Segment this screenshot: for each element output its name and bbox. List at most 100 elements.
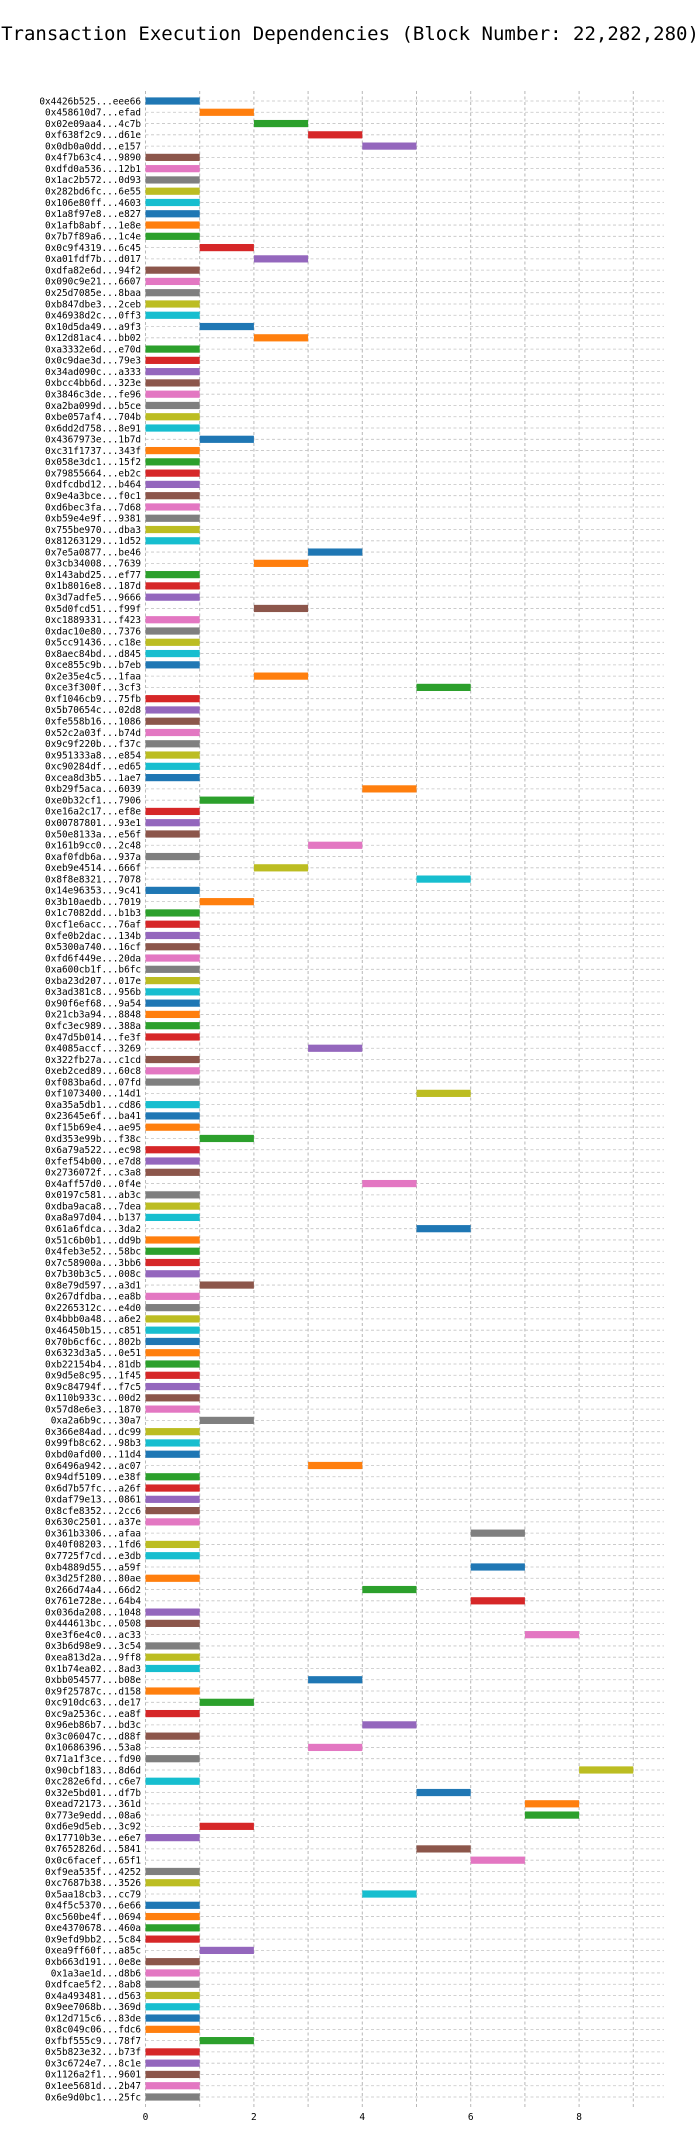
tx-bar xyxy=(308,1461,363,1470)
tx-bar xyxy=(253,672,309,680)
tx-label: 0x4f7b63c4...9890 xyxy=(45,153,141,164)
tx-bar xyxy=(145,2082,200,2090)
tx-label: 0x23645e6f...ba41 xyxy=(45,1111,141,1122)
tx-bar xyxy=(362,1721,417,1729)
tx-label: 0xf1046cb9...75fb xyxy=(45,694,141,705)
tx-bar xyxy=(416,1788,471,1797)
tx-label: 0xf638f2c9...d61e xyxy=(45,130,141,141)
tx-label: 0xa3332e6d...e70d xyxy=(45,344,141,355)
tx-label: 0xf083ba6d...07fd xyxy=(45,1077,141,1088)
tx-bar xyxy=(145,1292,200,1300)
tx-bar xyxy=(199,108,254,116)
tx-bar xyxy=(145,1879,200,1887)
tx-bar xyxy=(470,1856,525,1864)
tx-label: 0x361b3306...afaa xyxy=(45,1528,141,1539)
tx-bar xyxy=(145,1033,200,1041)
tx-bar xyxy=(416,683,471,691)
tx-bar xyxy=(145,1315,200,1323)
tx-label: 0x32e5bd01...df7b xyxy=(45,1788,141,1799)
tx-bar xyxy=(145,1101,200,1109)
tx-label: 0x90cbf183...8d6d xyxy=(45,1765,141,1776)
tx-bar xyxy=(145,1349,200,1357)
tx-label: 0x1126a2f1...9601 xyxy=(45,2070,141,2081)
tx-label: 0xaf0fdb6a...937a xyxy=(45,852,141,863)
tx-bar xyxy=(145,751,200,759)
tx-label: 0xfc3ec989...388a xyxy=(45,1021,141,1032)
tx-bar xyxy=(145,774,200,782)
tx-label: 0xdba9aca8...7dea xyxy=(45,1201,141,1212)
tx-label: 0x8aec84bd...d845 xyxy=(45,649,141,660)
tx-label: 0xfd6f449e...20da xyxy=(45,953,141,964)
tx-label: 0xdac10e80...7376 xyxy=(45,626,141,637)
tx-label: 0xe0b32cf1...7906 xyxy=(45,795,141,806)
tx-label: 0x51c6b0b1...dd9b xyxy=(45,1235,141,1246)
tx-label: 0x773e9edd...08a6 xyxy=(45,1810,141,1821)
tx-bar xyxy=(145,1935,200,1943)
tx-label: 0xa01fdf7b...d017 xyxy=(45,254,141,265)
tx-label: 0x0197c581...ab3c xyxy=(45,1190,141,1201)
tx-label: 0xcea8d3b5...1ae7 xyxy=(45,773,141,784)
tx-bar xyxy=(199,243,254,252)
tx-bar xyxy=(145,593,200,601)
tx-bar xyxy=(145,1552,200,1560)
tx-bar xyxy=(524,1631,580,1639)
tx-label: 0x10d5da49...a9f3 xyxy=(45,322,141,333)
tx-bar xyxy=(253,604,309,613)
tx-label: 0x755be970...dba3 xyxy=(45,525,141,536)
tx-label: 0xc90284df...ed65 xyxy=(45,762,141,773)
tx-label: 0x1a3ae1d...d8b6 xyxy=(51,1968,142,1979)
tx-label: 0xc910dc63...de17 xyxy=(45,1698,141,1709)
tx-bar xyxy=(145,210,200,218)
tx-label: 0xea813d2a...9ff8 xyxy=(45,1653,141,1664)
tx-bar xyxy=(145,852,200,861)
tx-label: 0x2736072f...c3a8 xyxy=(45,1168,141,1179)
tx-bar xyxy=(145,571,200,579)
tx-bar xyxy=(145,1405,200,1413)
tx-label: 0xc31f1737...343f xyxy=(45,446,141,457)
tx-label: 0x79855664...eb2c xyxy=(45,468,141,479)
tx-label: 0xdfcae5f2...8ab8 xyxy=(45,1980,141,1991)
tx-label: 0x5b70654c...02d8 xyxy=(45,705,141,716)
tx-bar xyxy=(199,435,254,443)
tx-label: 0x058e3dc1...15f2 xyxy=(45,457,141,468)
tx-label: 0x036da208...1048 xyxy=(45,1607,141,1618)
tx-bar xyxy=(145,1371,200,1379)
tx-bar xyxy=(145,1867,200,1876)
tx-label: 0xbe057af4...704b xyxy=(45,412,141,423)
tx-label: 0xa2ba099d...b5ce xyxy=(45,401,141,412)
tx-label: 0xfe558b16...1086 xyxy=(45,717,141,728)
tx-bar xyxy=(145,492,200,500)
grid-layer xyxy=(145,91,664,2107)
tx-bar xyxy=(145,976,200,985)
tx-bar xyxy=(145,943,200,951)
tx-label: 0x3ad381c8...956b xyxy=(45,987,141,998)
tx-label: 0x9f25787c...d158 xyxy=(45,1686,141,1697)
tx-label: 0xce855c9b...b7eb xyxy=(45,660,141,671)
tx-label: 0x267dfdba...ea8b xyxy=(45,1292,141,1303)
tx-bar xyxy=(145,1326,200,1334)
tx-bar xyxy=(199,1134,254,1143)
x-tick-label: 6 xyxy=(468,2112,474,2123)
tx-bar xyxy=(145,1010,200,1019)
tx-label: 0x6d7b57fc...a26f xyxy=(45,1483,141,1494)
tx-bar xyxy=(145,514,200,522)
tx-label: 0xd6e9d5eb...3c92 xyxy=(45,1822,141,1833)
tx-label: 0x5b823e32...b73f xyxy=(45,2047,141,2058)
tx-bar xyxy=(308,548,363,556)
tx-bar xyxy=(308,841,363,849)
tx-bar xyxy=(145,1146,200,1154)
tx-label: 0x3cb34008...7639 xyxy=(45,559,141,570)
tx-bar xyxy=(145,1258,200,1267)
tx-bar xyxy=(308,131,363,139)
tx-bar xyxy=(145,2070,200,2079)
tx-bar xyxy=(145,469,200,477)
tx-label: 0x3846c3de...fe96 xyxy=(45,389,141,400)
tx-bar xyxy=(145,2048,200,2056)
tx-label: 0x7c58900a...3bb6 xyxy=(45,1258,141,1269)
tx-label: 0x6496a942...ac07 xyxy=(45,1461,141,1472)
tx-bar xyxy=(145,988,200,996)
tx-label: 0x9c9f220b...f37c xyxy=(45,739,141,750)
tx-label: 0xf15b69e4...ae95 xyxy=(45,1122,141,1133)
tx-bar xyxy=(308,1676,363,1684)
tx-bar xyxy=(145,1439,200,1447)
